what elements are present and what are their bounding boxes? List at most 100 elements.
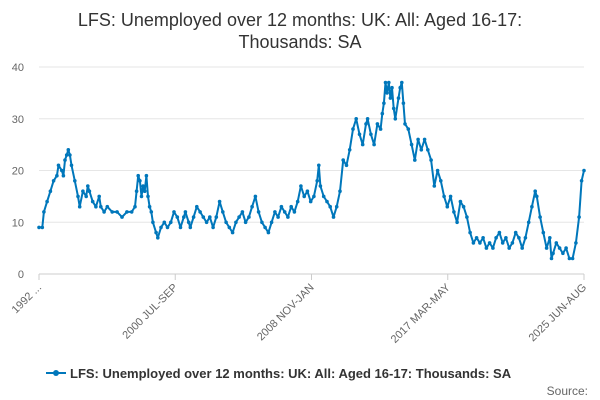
- data-point: [564, 246, 568, 250]
- credit: Source:: [547, 384, 588, 398]
- data-point: [312, 194, 316, 199]
- data-point: [523, 236, 528, 240]
- data-point: [325, 199, 329, 204]
- x-tick-label: 2025 JUN-AUG: [527, 282, 590, 345]
- data-point: [577, 215, 581, 219]
- data-point: [541, 230, 546, 235]
- data-point: [77, 204, 82, 209]
- data-point: [292, 210, 297, 214]
- data-point: [84, 194, 88, 199]
- data-point: [315, 179, 320, 183]
- data-point: [471, 241, 476, 245]
- data-point: [198, 210, 202, 214]
- data-point: [182, 215, 186, 219]
- data-point: [388, 96, 393, 100]
- data-point: [445, 204, 450, 209]
- y-tick-label: 40: [12, 62, 24, 74]
- data-point: [45, 199, 49, 204]
- data-point: [240, 210, 245, 214]
- data-point: [214, 215, 219, 219]
- data-point: [369, 132, 373, 137]
- data-point: [81, 189, 85, 193]
- data-point: [295, 199, 300, 204]
- data-point: [455, 220, 459, 225]
- legend[interactable]: LFS: Unemployed over 12 months: UK: All:…: [46, 366, 512, 381]
- data-point: [125, 210, 129, 214]
- data-point: [491, 246, 495, 250]
- data-point: [276, 215, 280, 219]
- data-point: [500, 241, 505, 245]
- data-point: [305, 189, 310, 193]
- data-point: [154, 230, 158, 235]
- data-point: [372, 142, 376, 147]
- data-point: [211, 225, 215, 230]
- data-point: [217, 199, 222, 204]
- data-point: [37, 225, 41, 230]
- data-point: [567, 256, 572, 261]
- data-point: [474, 236, 479, 240]
- data-point: [318, 184, 323, 188]
- data-point: [147, 204, 152, 209]
- data-point: [487, 241, 492, 245]
- data-point: [481, 236, 485, 240]
- data-point: [461, 204, 466, 209]
- data-point: [341, 158, 346, 162]
- data-point: [234, 220, 238, 225]
- data-point: [64, 153, 69, 157]
- data-point: [422, 137, 427, 142]
- data-point: [55, 173, 59, 178]
- data-point: [221, 210, 225, 214]
- data-point: [253, 194, 258, 199]
- data-point: [561, 251, 565, 256]
- data-point: [256, 210, 261, 214]
- data-point: [90, 199, 95, 204]
- data-point: [375, 122, 380, 126]
- data-point: [156, 236, 160, 240]
- data-point: [380, 111, 385, 116]
- data-point: [250, 204, 254, 209]
- data-point: [497, 230, 502, 235]
- data-point: [73, 179, 77, 183]
- data-point: [151, 220, 155, 225]
- data-point: [452, 210, 456, 214]
- data-point: [195, 204, 199, 209]
- data-point: [61, 173, 66, 178]
- data-point: [364, 122, 368, 126]
- data-point: [406, 127, 411, 131]
- data-point: [263, 225, 267, 230]
- data-point: [579, 179, 584, 183]
- data-point: [468, 230, 472, 235]
- data-point: [133, 204, 137, 209]
- x-tick-label: 1992 ...: [10, 282, 44, 316]
- data-point: [387, 80, 391, 85]
- data-point: [484, 246, 489, 250]
- data-point: [243, 220, 248, 225]
- data-point: [269, 220, 274, 225]
- data-point: [142, 189, 147, 193]
- data-point: [227, 225, 232, 230]
- data-point: [188, 225, 193, 230]
- data-point: [549, 256, 554, 261]
- data-point: [435, 168, 440, 173]
- data-point: [139, 194, 144, 199]
- data-point: [201, 215, 206, 219]
- data-point: [289, 204, 294, 209]
- data-point: [105, 204, 110, 209]
- x-tick-label: 2008 NOV-JAN: [255, 282, 317, 344]
- data-point: [354, 117, 359, 121]
- data-point: [282, 210, 287, 214]
- data-point: [266, 230, 271, 235]
- data-point: [334, 204, 339, 209]
- data-point: [409, 142, 414, 147]
- data-point: [102, 210, 106, 214]
- data-point: [191, 215, 196, 219]
- data-point: [429, 158, 433, 162]
- chart-title-line1: LFS: Unemployed over 12 months: UK: All:…: [78, 10, 522, 30]
- data-point: [134, 189, 139, 193]
- data-point: [465, 215, 469, 219]
- data-point: [208, 215, 212, 219]
- data-point: [183, 210, 188, 214]
- data-point: [365, 117, 370, 121]
- data-point: [60, 168, 64, 173]
